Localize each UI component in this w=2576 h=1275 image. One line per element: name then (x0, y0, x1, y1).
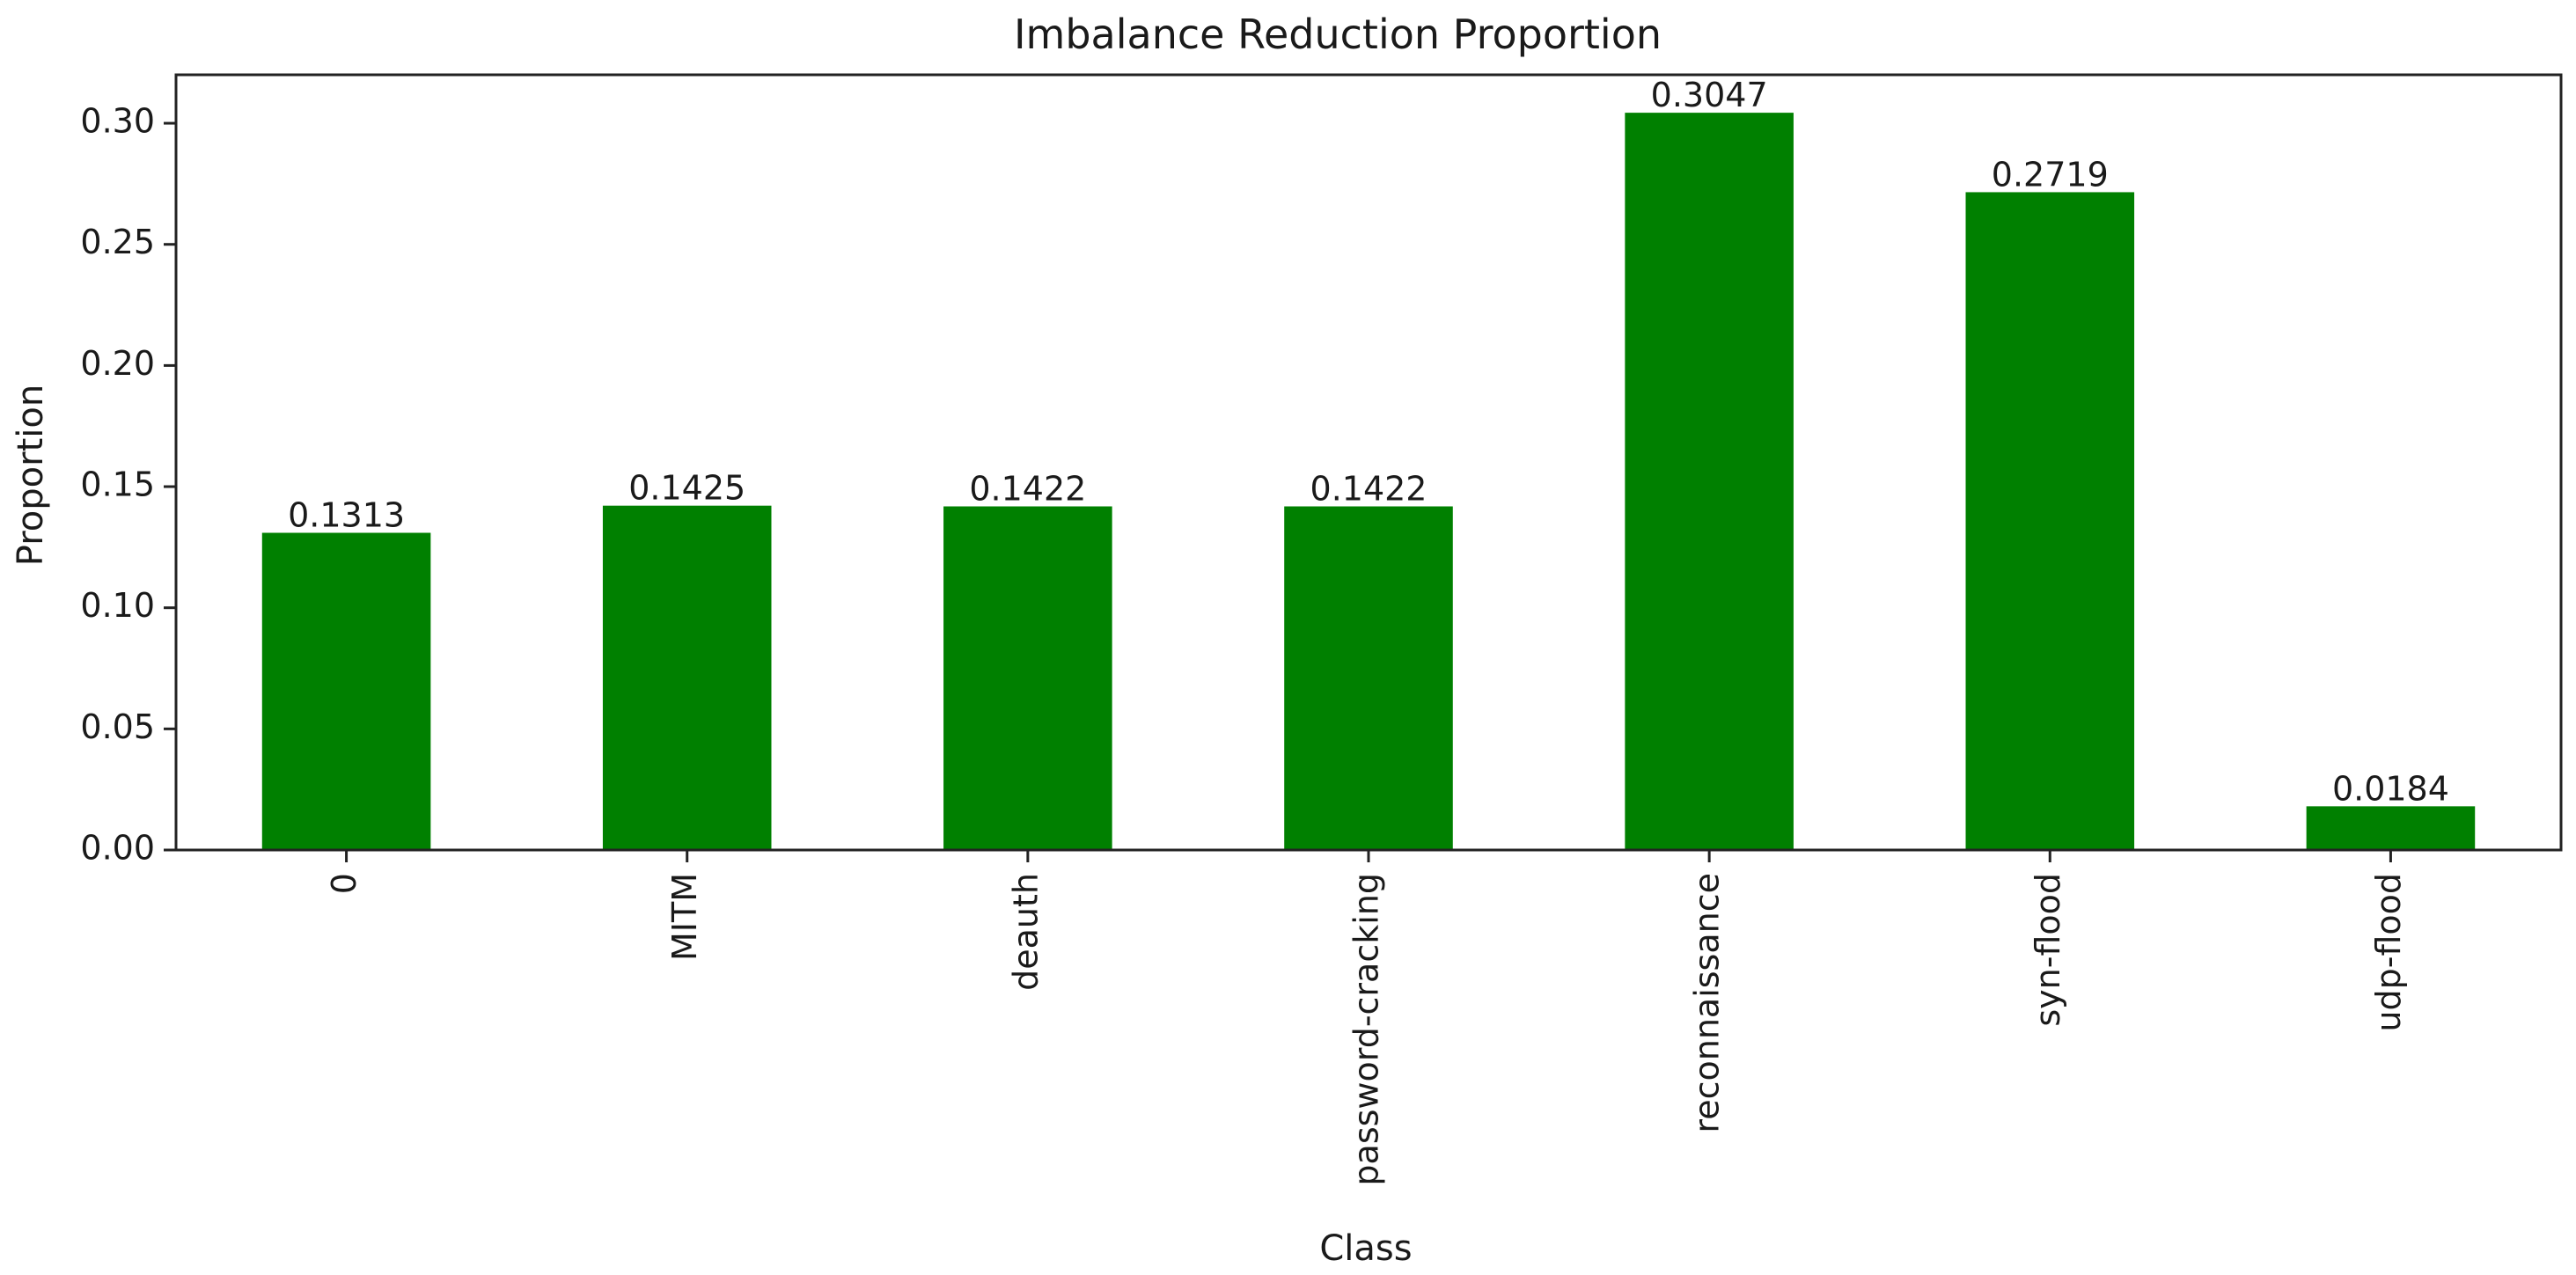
y-tick-label: 0.05 (80, 707, 155, 746)
y-tick-label: 0.30 (80, 102, 155, 141)
y-tick-label: 0.10 (80, 586, 155, 625)
bar-0 (260, 531, 433, 852)
data-label-MITM: 0.1425 (628, 469, 745, 508)
bar-udp-flood (2304, 804, 2477, 852)
bar-MITM (600, 503, 774, 851)
bar-deauth (942, 504, 1114, 851)
y-axis-label: Proportion (11, 385, 51, 566)
data-label-reconnaissance: 0.3047 (1651, 76, 1768, 114)
x-tick-label-udp-flood: udp-flood (2369, 873, 2408, 1032)
data-labels-group: 0.1313 0.1425 0.1422 0.1422 0.3047 0.2719 0.01… (288, 76, 2449, 808)
y-tick-label: 0.00 (80, 829, 155, 868)
data-label-0: 0.1313 (288, 496, 405, 535)
chart-title: Imbalance Reduction Proportion (1014, 11, 1662, 58)
data-label-password-cracking: 0.1422 (1310, 470, 1427, 509)
x-tick-label-MITM: MITM (665, 873, 704, 961)
x-tick-label-reconnaissance: reconnaissance (1688, 873, 1727, 1133)
x-tick-label-syn-flood: syn-flood (2029, 873, 2067, 1027)
y-tick-label: 0.20 (80, 344, 155, 383)
x-axis-label: Class (1319, 1228, 1412, 1269)
y-axis-ticks: 0.00 0.05 0.10 0.15 0.20 0.25 0.30 (80, 102, 176, 868)
data-label-syn-flood: 0.2719 (1992, 155, 2109, 194)
x-tick-label-deauth: deauth (1006, 873, 1045, 991)
x-tick-label-0: 0 (325, 873, 363, 894)
bar-reconnaissance (1623, 111, 1795, 852)
x-tick-label-password-cracking: password-cracking (1347, 873, 1386, 1186)
bar-syn-flood (1963, 190, 2137, 852)
y-tick-label: 0.25 (80, 223, 155, 261)
x-axis-ticks: 0 MITM deauth password-cracking reconnaissan… (325, 850, 2408, 1186)
plot-area-frame (174, 73, 2563, 852)
y-tick-label: 0.15 (80, 465, 155, 504)
bar-password-cracking (1282, 504, 1455, 851)
data-label-udp-flood: 0.0184 (2332, 769, 2449, 808)
data-label-deauth: 0.1422 (969, 470, 1086, 509)
bars-group (260, 111, 2477, 852)
